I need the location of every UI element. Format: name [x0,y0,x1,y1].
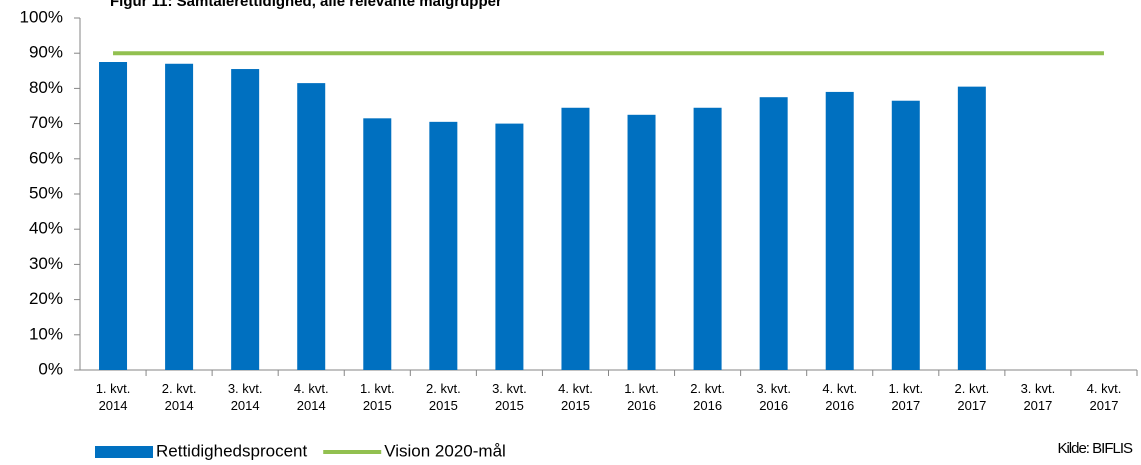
y-tick-label: 60% [29,148,63,167]
x-tick-label: 2. kvt. 2014 [162,381,197,413]
legend-label: Vision 2020-mål [384,441,506,460]
source: Kilde: BIFLIS [1057,440,1133,457]
x-tick-line: 3. kvt. [228,381,263,396]
x-tick-line: 3. kvt. [492,381,527,396]
x-tick-line: 2017 [891,398,920,413]
y-tick-label: 50% [29,183,63,202]
x-tick-line: 2014 [231,398,260,413]
x-tick-label: 1. kvt. 2016 [624,381,659,413]
x-tick-line: 2016 [825,398,854,413]
x-tick-line: 2017 [1023,398,1052,413]
x-tick-label: 4. kvt. 2014 [294,381,329,413]
bar [363,118,392,370]
legend-label: Rettidighedsprocent [156,441,307,460]
x-tick-line: 2015 [495,398,524,413]
x-tick-line: 2017 [957,398,986,413]
x-tick-line: 3. kvt. [756,381,791,396]
x-tick-label: 3. kvt. 2014 [228,381,263,413]
bar [759,97,788,370]
x-tick-line: 2. kvt. [162,381,197,396]
x-tick-line: 1. kvt. [96,381,131,396]
bar [561,107,590,370]
bar [693,107,722,370]
bar [627,114,656,370]
x-tick-line: 4. kvt. [558,381,593,396]
bar [165,63,194,370]
bar [231,69,260,370]
x-tick-line: 2014 [165,398,194,413]
bar [825,91,854,371]
x-tick-label: 4. kvt. 2015 [558,381,593,413]
y-tick-label: 40% [29,219,63,238]
x-tick-label: 1. kvt. 2017 [888,381,923,413]
x-tick-label: 2. kvt. 2017 [955,381,990,413]
x-tick-line: 2. kvt. [690,381,725,396]
x-tick-line: 2015 [363,398,392,413]
x-tick-line: 4. kvt. [1087,381,1122,396]
x-tick-label: 3. kvt. 2016 [756,381,791,413]
bar [99,62,128,370]
x-tick-line: 2016 [627,398,656,413]
x-tick-line: 2015 [429,398,458,413]
y-tick-label: 90% [29,43,63,62]
x-tick-label: 4. kvt. 2017 [1087,381,1122,413]
x-tick-label: 1. kvt. 2015 [360,381,395,413]
x-tick-label: 3. kvt. 2017 [1021,381,1056,413]
bar [495,123,524,370]
y-tick-label: 100% [20,7,63,26]
x-tick-line: 2. kvt. [426,381,461,396]
y-tick-label: 70% [29,113,63,132]
y-tick-label: 20% [29,289,63,308]
x-tick-line: 2016 [693,398,722,413]
legend-swatch [95,446,153,458]
x-tick-line: 4. kvt. [822,381,857,396]
bar [297,83,326,371]
x-tick-line: 2016 [759,398,788,413]
x-tick-label: 3. kvt. 2015 [492,381,527,413]
chart-title: Figur 11: Samtalerettidighed, alle relev… [110,0,502,10]
x-tick-line: 2015 [561,398,590,413]
x-tick-line: 3. kvt. [1021,381,1056,396]
y-tick-label: 0% [38,359,63,378]
x-tick-line: 1. kvt. [624,381,659,396]
x-tick-label: 2. kvt. 2015 [426,381,461,413]
x-tick-line: 4. kvt. [294,381,329,396]
y-tick-label: 80% [29,78,63,97]
y-tick-label: 30% [29,254,63,273]
x-tick-line: 2014 [99,398,128,413]
x-tick-line: 1. kvt. [360,381,395,396]
x-tick-label: 1. kvt. 2014 [96,381,131,413]
y-tick-label: 10% [29,324,63,343]
bar [429,121,458,370]
x-tick-line: 2. kvt. [955,381,990,396]
x-tick-line: 2014 [297,398,326,413]
x-tick-label: 4. kvt. 2016 [822,381,857,413]
bar [891,100,920,370]
x-tick-label: 2. kvt. 2016 [690,381,725,413]
x-tick-line: 2017 [1090,398,1119,413]
x-tick-line: 1. kvt. [888,381,923,396]
bar [957,86,986,370]
